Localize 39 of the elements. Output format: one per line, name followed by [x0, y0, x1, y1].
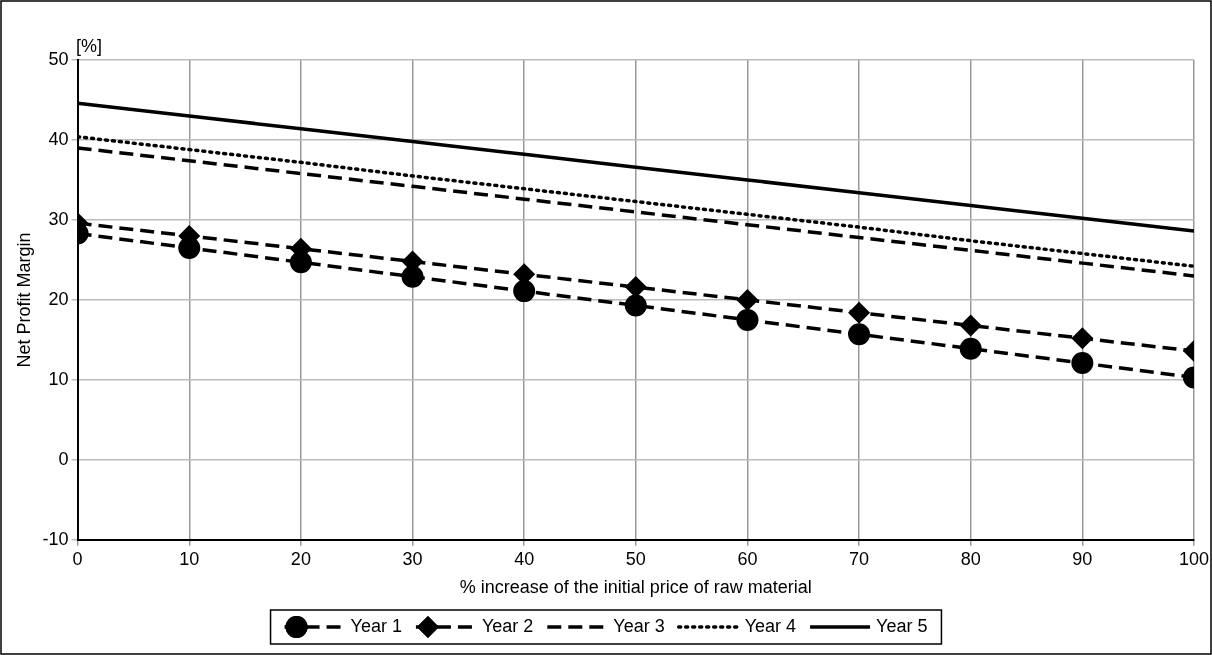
- x-tick-label: 40: [514, 548, 535, 569]
- point: [959, 337, 982, 360]
- x-tick-label: 100: [1178, 548, 1210, 569]
- point: [1071, 327, 1094, 350]
- y-tick-label: 40: [48, 128, 69, 149]
- point: [959, 314, 982, 337]
- x-tick-label: 70: [849, 548, 870, 569]
- point: [289, 251, 312, 274]
- point: [178, 236, 201, 259]
- y-tick-label: 50: [48, 48, 69, 69]
- point: [1071, 352, 1094, 375]
- y-tick-label: 10: [48, 368, 69, 389]
- legend-label: Year 3: [613, 615, 665, 636]
- point: [736, 308, 759, 331]
- legend-label: Year 4: [744, 615, 797, 636]
- y-axis-title: Net Profit Margin: [13, 232, 34, 368]
- y-tick-label: 0: [58, 448, 69, 469]
- x-tick-label: 0: [72, 548, 83, 569]
- point: [736, 288, 759, 311]
- x-tick-label: 20: [290, 548, 311, 569]
- x-tick-label: 90: [1072, 548, 1093, 569]
- text: [%]: [76, 36, 103, 57]
- y-tick-label: 20: [48, 288, 69, 309]
- point: [401, 265, 424, 288]
- y-tick-label: 30: [48, 208, 69, 229]
- point: [848, 323, 871, 346]
- y-tick-label: -10: [42, 528, 69, 549]
- x-axis-title: % increase of the initial price of raw material: [459, 577, 812, 598]
- legend-label: Year 2: [481, 615, 534, 636]
- legend-label: Year 1: [350, 615, 402, 636]
- point: [848, 301, 871, 324]
- x-tick-label: 80: [960, 548, 981, 569]
- x-tick-label: 10: [179, 548, 200, 569]
- point: [513, 280, 536, 303]
- point: [624, 294, 647, 317]
- legend-label: Year 5: [876, 615, 928, 636]
- x-tick-label: 50: [625, 548, 646, 569]
- x-tick-label: 60: [737, 548, 758, 569]
- x-tick-label: 30: [402, 548, 423, 569]
